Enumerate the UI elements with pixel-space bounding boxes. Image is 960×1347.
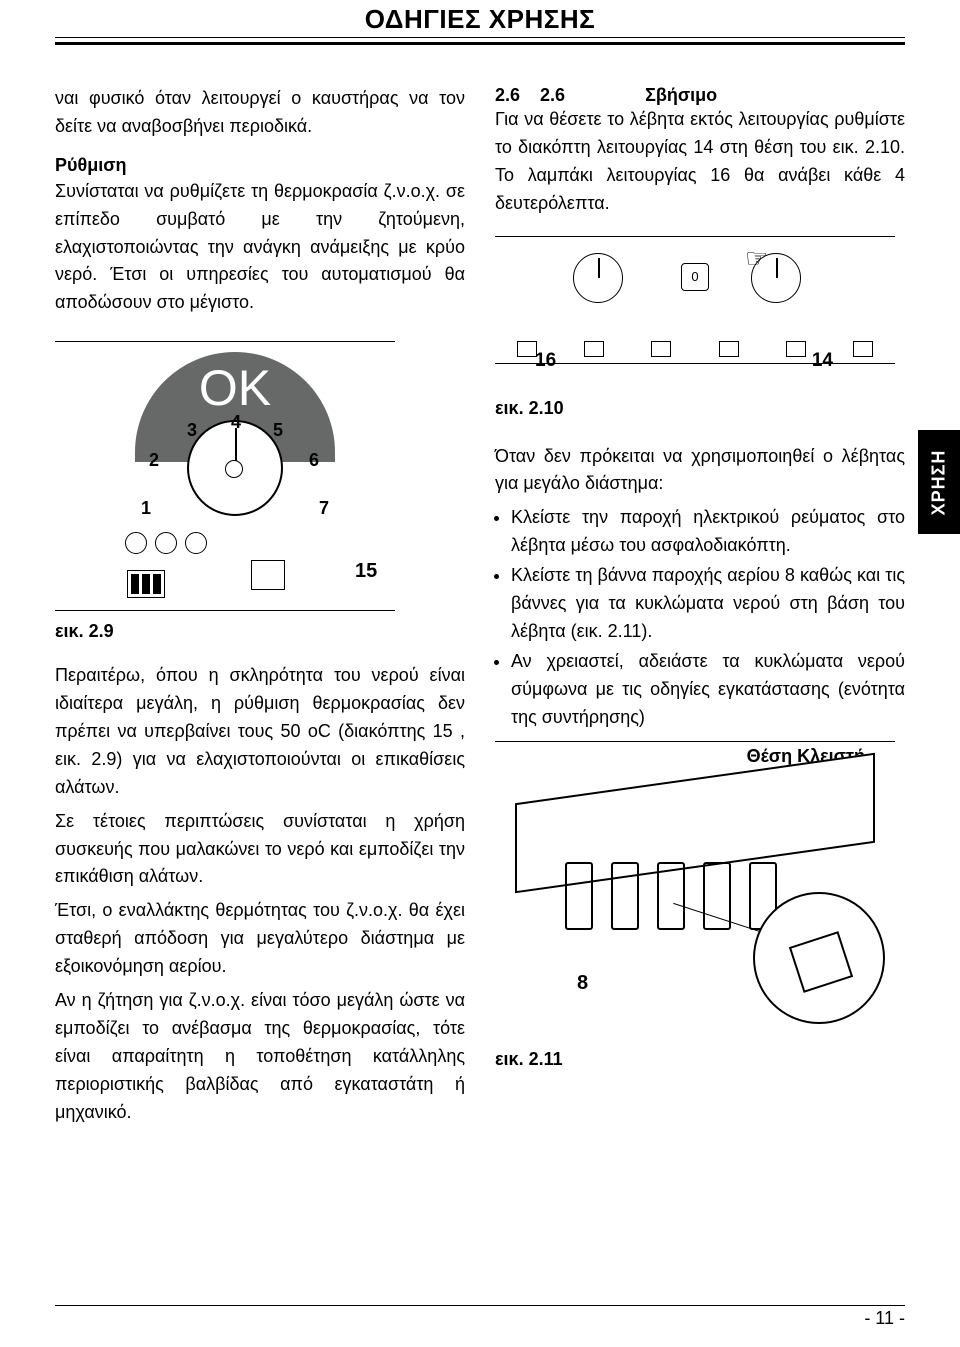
fig-2-10-caption: εικ. 2.10 <box>495 398 905 419</box>
figure-2-11: Θέση Κλειστή 8 <box>495 741 895 1041</box>
sec-num-1: 2.6 <box>495 85 520 106</box>
bullet-list: Κλείστε την παροχή ηλεκτρικού ρεύματος σ… <box>511 504 905 731</box>
label-8: 8 <box>577 972 588 995</box>
label-16: 16 <box>535 350 556 372</box>
content-columns: ναι φυσικό όταν λειτουργεί ο καυστήρας ν… <box>55 85 905 1132</box>
dial-num-1: 1 <box>141 498 151 519</box>
bullet-3: Αν χρειαστεί, αδειάστε τα κυκλώματα νε­ρ… <box>511 648 905 732</box>
side-tab: ΧΡΗΣΗ <box>918 430 960 534</box>
bullet-2: Κλείστε τη βάννα παροχής αερίου 8 κα­θώς… <box>511 562 905 646</box>
fig-2-9-caption: εικ. 2.9 <box>55 621 465 642</box>
side-tab-label: ΧΡΗΣΗ <box>929 449 950 515</box>
thermometer-icon <box>251 560 285 590</box>
label-15: 15 <box>355 560 377 583</box>
dial-num-4: 4 <box>231 412 241 433</box>
left-p6: Αν η ζήτηση για ζ.ν.ο.χ. είναι τόσο μεγά… <box>55 987 465 1126</box>
zoom-circle <box>753 892 885 1024</box>
dial-num-5: 5 <box>273 420 283 441</box>
figure-2-10: 0 ☞ <box>495 236 895 364</box>
hand-icon: ☞ <box>745 243 768 274</box>
left-h1: Ρύθμιση <box>55 155 465 176</box>
indicator-bubbles <box>125 532 207 554</box>
left-p2: Συνίσταται να ρυθμίζετε τη θερμοκρασία ζ… <box>55 178 465 317</box>
right-p1: Για να θέσετε το λέβητα εκτός λειτουργία… <box>495 106 905 218</box>
mini-dial-left <box>573 253 623 303</box>
left-p4: Σε τέτοιες περιπτώσεις συνίσταται η χρήσ… <box>55 808 465 892</box>
section-header: 2.6 2.6 Σβήσιμο <box>495 85 905 106</box>
sec-num-2: 2.6 <box>540 85 565 106</box>
left-p3: Περαιτέρω, όπου η σκληρότητα του νερού ε… <box>55 662 465 801</box>
page-number: - 11 - <box>55 1305 905 1329</box>
left-column: ναι φυσικό όταν λειτουργεί ο καυστήρας ν… <box>55 85 465 1132</box>
valve-icon <box>789 932 853 994</box>
dial-num-2: 2 <box>149 450 159 471</box>
dial-num-6: 6 <box>309 450 319 471</box>
fig-2-11-caption: εικ. 2.11 <box>495 1049 905 1070</box>
sec-title: Σβήσιμο <box>645 85 717 106</box>
page-header: ΟΔΗΓΙΕΣ ΧΡΗΣΗΣ <box>55 0 905 45</box>
page-title: ΟΔΗΓΙΕΣ ΧΡΗΣΗΣ <box>55 4 905 35</box>
dial-num-3: 3 <box>187 420 197 441</box>
pipes-row <box>565 862 777 930</box>
figure-2-9: OK 1 2 3 4 5 6 7 15 <box>55 341 395 611</box>
mini-zero-box: 0 <box>681 263 709 291</box>
label-14: 14 <box>812 350 833 372</box>
bullet-1: Κλείστε την παροχή ηλεκτρικού ρεύματος σ… <box>511 504 905 560</box>
left-p5: Έτσι, ο εναλλάκτης θερμότητας του ζ.ν.ο.… <box>55 897 465 981</box>
left-p1: ναι φυσικό όταν λειτουργεί ο καυστήρας ν… <box>55 85 465 141</box>
right-p2: Όταν δεν πρόκειται να χρησιμοποιηθεί ο λ… <box>495 443 905 499</box>
right-column: 2.6 2.6 Σβήσιμο Για να θέσετε το λέβητα … <box>495 85 905 1132</box>
dial-num-7: 7 <box>319 498 329 519</box>
bars-icon <box>127 570 165 598</box>
